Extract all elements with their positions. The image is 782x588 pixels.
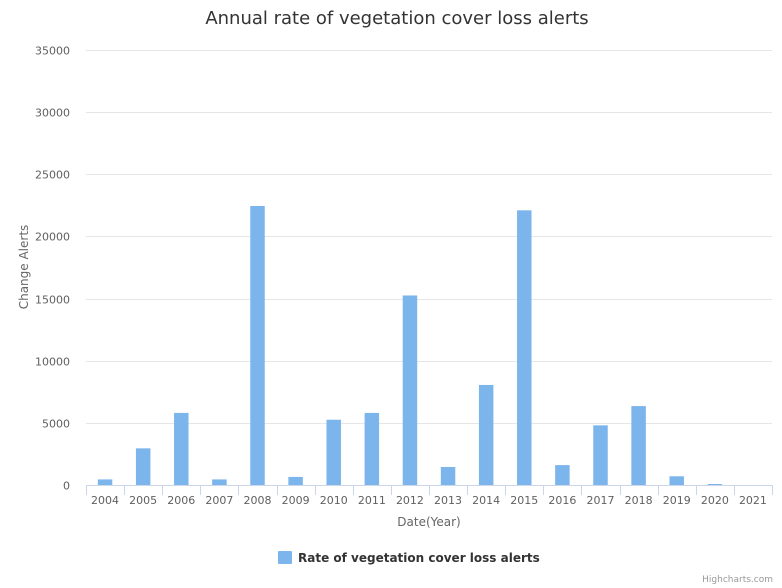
x-tick-label: 2020: [701, 494, 729, 507]
x-tick-label: 2004: [91, 494, 119, 507]
x-tick-label: 2012: [396, 494, 424, 507]
x-tick-label: 2006: [167, 494, 195, 507]
x-tick-label: 2011: [358, 494, 386, 507]
bar-2010: [326, 419, 341, 485]
y-axis-ticks: 0 5000 10000 15000 20000 25000 30000 35000: [35, 45, 70, 493]
x-axis: 2004 2005 2006 2007 2008 2009 2010 2011 2012 2013…: [86, 485, 773, 507]
x-tick-label: 2009: [282, 494, 310, 507]
x-tick-label: 2007: [205, 494, 233, 507]
x-tick-label: 2010: [320, 494, 348, 507]
x-tick-label: 2017: [587, 494, 615, 507]
bar-2004: [97, 479, 113, 485]
bar-2017: [593, 425, 608, 485]
bar-2005: [135, 448, 151, 485]
x-tick-label: 2013: [434, 494, 462, 507]
y-tick-label: 5000: [42, 418, 70, 431]
legend-swatch[interactable]: [278, 551, 292, 564]
legend[interactable]: Rate of vegetation cover loss alerts: [278, 551, 540, 565]
x-tick-label: 2015: [510, 494, 538, 507]
y-tick-label: 15000: [35, 294, 70, 307]
x-tick-label: 2016: [548, 494, 576, 507]
x-tick-label: 2005: [129, 494, 157, 507]
y-tick-label: 25000: [35, 169, 70, 182]
y-tick-label: 10000: [35, 356, 70, 369]
bar-2006: [174, 412, 189, 485]
bars: [97, 205, 723, 486]
legend-label[interactable]: Rate of vegetation cover loss alerts: [298, 551, 540, 565]
bar-2012: [402, 295, 418, 485]
credits-link[interactable]: Highcharts.com: [702, 575, 773, 585]
y-axis-title: Change Alerts: [17, 225, 31, 310]
y-tick-label: 35000: [35, 45, 70, 58]
bar-2014: [478, 384, 494, 485]
bar-2007: [212, 479, 227, 485]
y-tick-label: 0: [63, 480, 70, 493]
x-tick-label: 2021: [739, 494, 767, 507]
x-tick-label: 2019: [663, 494, 691, 507]
bar-2009: [288, 476, 303, 485]
bar-2013: [440, 466, 456, 485]
bar-2011: [364, 412, 380, 485]
bar-2015: [517, 210, 532, 486]
bar-2019: [669, 476, 684, 485]
chart-title: Annual rate of vegetation cover loss ale…: [205, 8, 588, 29]
y-tick-label: 30000: [35, 107, 70, 120]
x-tick-label: 2008: [244, 494, 272, 507]
bar-2020: [707, 484, 723, 485]
bar-2008: [250, 205, 265, 485]
bar-2018: [631, 406, 646, 485]
x-tick-label: 2018: [625, 494, 653, 507]
x-tick-label: 2014: [472, 494, 500, 507]
bar-2016: [555, 465, 570, 485]
y-tick-label: 20000: [35, 231, 70, 244]
x-axis-title: Date(Year): [397, 515, 460, 529]
gridlines: [86, 50, 772, 424]
